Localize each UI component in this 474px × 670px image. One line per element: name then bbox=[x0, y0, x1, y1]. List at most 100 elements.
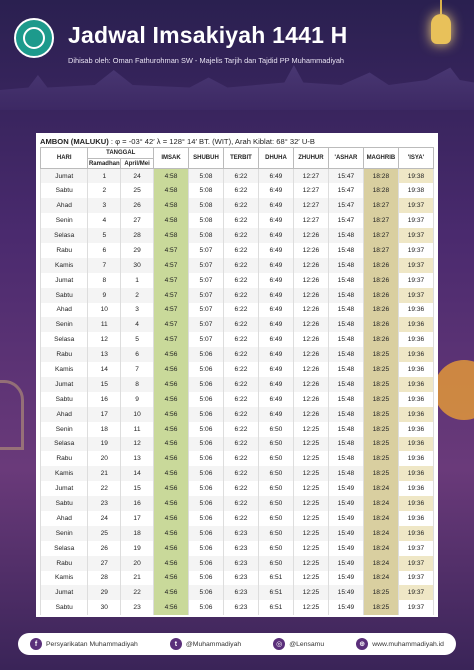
cell-isya: 19:37 bbox=[397, 242, 435, 258]
cell-imsak: 4:56 bbox=[153, 362, 189, 377]
cell-hari: Senin bbox=[39, 317, 89, 333]
cell-zhuhur: 12:25 bbox=[292, 525, 329, 541]
table-row: Ahad 24 17 4:56 5:06 6:22 6:50 12:25 15:49 18:24 1… bbox=[39, 510, 435, 526]
cell-isya: 19:37 bbox=[397, 228, 435, 243]
cell-imsak: 4:56 bbox=[153, 540, 189, 556]
table-row: Senin 25 18 4:56 5:06 6:23 6:50 12:25 15:49 18:24… bbox=[39, 525, 435, 541]
cell-april-mei: 12 bbox=[120, 436, 154, 452]
schedule-body: Jumat 1 24 4:58 5:08 6:22 6:49 12:27 15:47 18:28 1… bbox=[39, 168, 435, 616]
cell-terbit: 6:22 bbox=[222, 198, 259, 214]
cell-maghrib: 18:24 bbox=[362, 540, 399, 556]
muhammadiyah-logo bbox=[14, 18, 54, 58]
cell-ashar: 15:48 bbox=[327, 466, 364, 482]
cell-isya: 19:36 bbox=[397, 421, 435, 437]
cell-ashar: 15:48 bbox=[327, 257, 364, 273]
cell-shubuh: 5:07 bbox=[187, 332, 224, 348]
cell-zhuhur: 12:25 bbox=[292, 555, 329, 571]
moon-decoration bbox=[434, 360, 474, 420]
cell-terbit: 6:22 bbox=[222, 272, 259, 288]
cell-ramadhan: 19 bbox=[87, 436, 122, 452]
cell-april-mei: 3 bbox=[120, 302, 154, 318]
cell-ramadhan: 3 bbox=[87, 198, 122, 214]
cell-imsak: 4:56 bbox=[153, 510, 189, 526]
cell-imsak: 4:56 bbox=[153, 421, 189, 437]
cell-hari: Ahad bbox=[39, 510, 89, 526]
cell-maghrib: 18:25 bbox=[362, 347, 399, 363]
header-ashar: 'ASHAR bbox=[327, 147, 364, 169]
table-row: Kamis 14 7 4:56 5:06 6:22 6:49 12:26 15:48 18:25 1… bbox=[39, 362, 435, 377]
cell-hari: Kamis bbox=[39, 257, 89, 273]
cell-ashar: 15:49 bbox=[327, 525, 364, 541]
cell-maghrib: 18:26 bbox=[362, 272, 399, 288]
cell-terbit: 6:22 bbox=[222, 183, 259, 199]
cell-dhuha: 6:49 bbox=[257, 347, 294, 363]
cell-hari: Rabu bbox=[39, 555, 89, 571]
cell-dhuha: 6:49 bbox=[257, 362, 294, 377]
cell-hari: Senin bbox=[39, 213, 89, 229]
cell-shubuh: 5:06 bbox=[187, 496, 224, 511]
cell-shubuh: 5:07 bbox=[187, 302, 224, 318]
cell-isya: 19:37 bbox=[397, 257, 435, 273]
cell-hari: Senin bbox=[39, 525, 89, 541]
cell-dhuha: 6:49 bbox=[257, 242, 294, 258]
table-row: Sabtu 16 9 4:56 5:06 6:22 6:49 12:26 15:48 18:25 1… bbox=[39, 391, 435, 407]
cell-ramadhan: 20 bbox=[87, 451, 122, 467]
cell-maghrib: 18:24 bbox=[362, 496, 399, 511]
cell-isya: 19:36 bbox=[397, 496, 435, 511]
footer-item-web[interactable]: ⊕ www.muhammadiyah.id bbox=[356, 638, 444, 650]
footer-item-facebook[interactable]: f Persyarikatan Muhammadiyah bbox=[30, 638, 138, 650]
cell-isya: 19:37 bbox=[397, 600, 435, 616]
table-row: Senin 11 4 4:57 5:07 6:22 6:49 12:26 15:48 18:26 1… bbox=[39, 317, 435, 333]
cell-isya: 19:36 bbox=[397, 347, 435, 363]
cell-shubuh: 5:06 bbox=[187, 510, 224, 526]
table-row: Senin 18 11 4:56 5:06 6:22 6:50 12:25 15:48 18:25… bbox=[39, 421, 435, 437]
cell-maghrib: 18:25 bbox=[362, 406, 399, 422]
cell-ashar: 15:49 bbox=[327, 496, 364, 511]
cell-dhuha: 6:50 bbox=[257, 496, 294, 511]
footer-label: @Muhammadiyah bbox=[185, 640, 242, 648]
header-zhuhur: ZHUHUR bbox=[292, 147, 329, 169]
cell-terbit: 6:22 bbox=[222, 302, 259, 318]
cell-terbit: 6:22 bbox=[222, 228, 259, 243]
cell-april-mei: 19 bbox=[120, 540, 154, 556]
cell-april-mei: 27 bbox=[120, 213, 154, 229]
cell-ramadhan: 29 bbox=[87, 585, 122, 601]
cell-imsak: 4:56 bbox=[153, 525, 189, 541]
cell-hari: Selasa bbox=[39, 436, 89, 452]
cell-dhuha: 6:50 bbox=[257, 555, 294, 571]
logo-ring-icon bbox=[23, 27, 45, 49]
cell-zhuhur: 12:26 bbox=[292, 406, 329, 422]
header-isya: 'ISYA' bbox=[397, 147, 435, 169]
footer-item-twitter[interactable]: t @Muhammadiyah bbox=[169, 638, 242, 650]
cell-imsak: 4:56 bbox=[153, 585, 189, 601]
cell-isya: 19:36 bbox=[397, 525, 435, 541]
cell-ramadhan: 13 bbox=[87, 347, 122, 363]
cell-ramadhan: 25 bbox=[87, 525, 122, 541]
cell-ramadhan: 10 bbox=[87, 302, 122, 318]
cell-shubuh: 5:07 bbox=[187, 257, 224, 273]
cell-isya: 19:37 bbox=[397, 272, 435, 288]
cell-imsak: 4:56 bbox=[153, 555, 189, 571]
cell-april-mei: 8 bbox=[120, 376, 154, 392]
cell-ashar: 15:49 bbox=[327, 585, 364, 601]
table-row: Rabu 27 20 4:56 5:06 6:23 6:50 12:25 15:49 18:24 1… bbox=[39, 555, 435, 571]
table-row: Rabu 20 13 4:56 5:06 6:22 6:50 12:25 15:48 18:25 1… bbox=[39, 451, 435, 467]
footer-item-instagram[interactable]: ◎ @Lensamu bbox=[273, 638, 324, 650]
cell-terbit: 6:23 bbox=[222, 600, 259, 616]
cell-ashar: 15:47 bbox=[327, 213, 364, 229]
footer-label: @Lensamu bbox=[289, 640, 325, 648]
cell-imsak: 4:56 bbox=[153, 600, 189, 616]
cell-imsak: 4:56 bbox=[153, 570, 189, 586]
cell-hari: Sabtu bbox=[39, 287, 89, 303]
cell-ramadhan: 7 bbox=[87, 257, 122, 273]
cell-isya: 19:36 bbox=[397, 466, 435, 482]
cell-isya: 19:37 bbox=[397, 213, 435, 229]
cell-ramadhan: 22 bbox=[87, 481, 122, 497]
cell-terbit: 6:23 bbox=[222, 585, 259, 601]
cell-isya: 19:36 bbox=[397, 406, 435, 422]
cell-zhuhur: 12:26 bbox=[292, 376, 329, 392]
cell-isya: 19:37 bbox=[397, 585, 435, 601]
cell-isya: 19:37 bbox=[397, 555, 435, 571]
cell-dhuha: 6:49 bbox=[257, 257, 294, 273]
cell-hari: Kamis bbox=[39, 466, 89, 482]
